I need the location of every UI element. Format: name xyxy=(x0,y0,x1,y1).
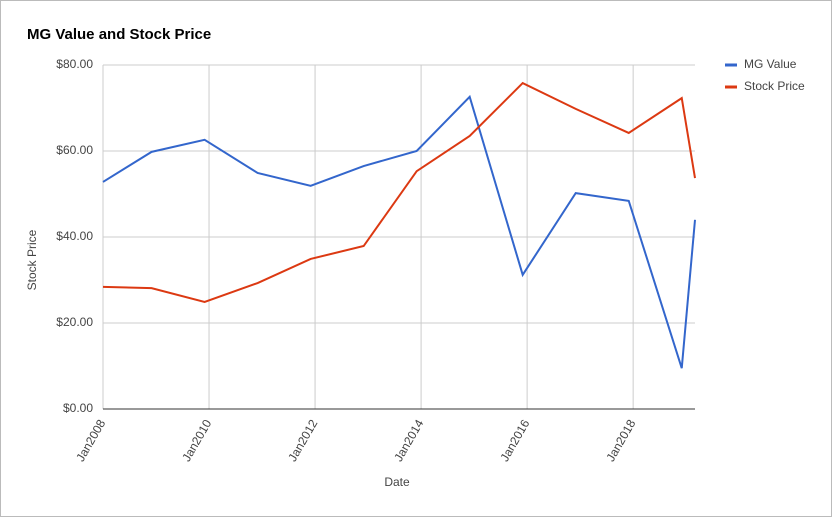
y-tick-label: $20.00 xyxy=(56,315,93,329)
y-tick-label: $0.00 xyxy=(63,401,93,415)
legend-label: MG Value xyxy=(744,57,797,71)
chart-title: MG Value and Stock Price xyxy=(27,26,211,43)
legend-label: Stock Price xyxy=(744,79,805,93)
y-axis-label: Stock Price xyxy=(25,229,39,290)
data-line xyxy=(102,81,696,303)
x-axis-label: Date xyxy=(384,475,410,489)
y-tick-label: $60.00 xyxy=(56,143,93,157)
data-line xyxy=(102,94,696,369)
y-tick-label: $80.00 xyxy=(56,57,93,71)
y-tick-label: $40.00 xyxy=(56,229,93,243)
